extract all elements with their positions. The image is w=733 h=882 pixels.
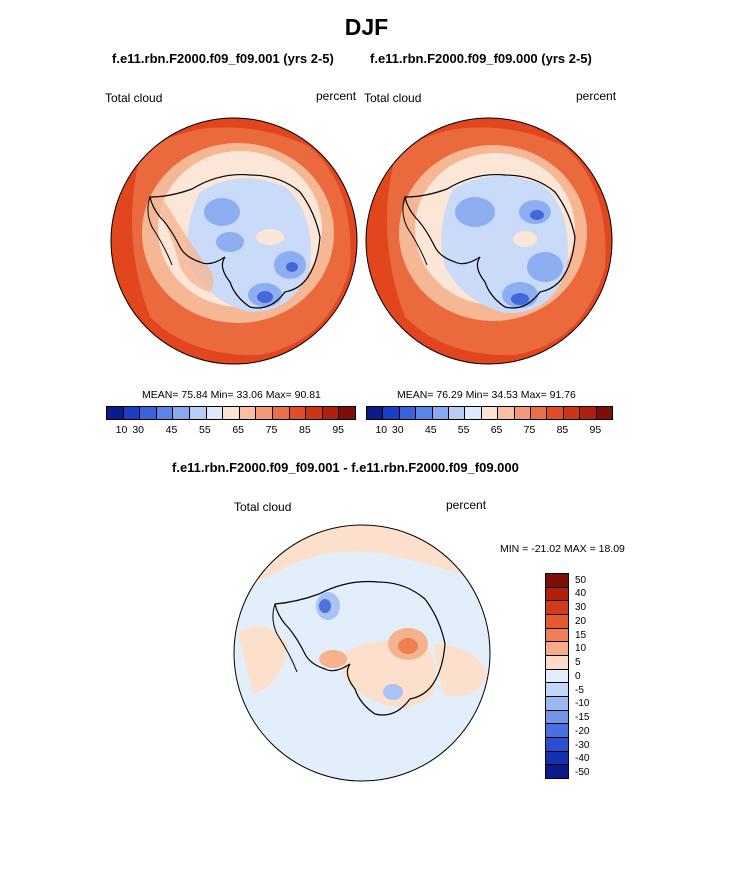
colorbar-swatch (546, 669, 568, 684)
left-polar-map (110, 117, 358, 365)
colorbar-swatch (189, 407, 207, 419)
colorbar-swatch (546, 724, 568, 739)
colorbar-swatch (563, 407, 581, 419)
colorbar-swatch (173, 407, 190, 419)
diff-variable-label: Total cloud (234, 500, 292, 514)
colorbar-swatch (546, 628, 568, 643)
colorbar-tick-label: 95 (589, 424, 602, 436)
right-panel-title: f.e11.rbn.F2000.f09_f09.000 (yrs 2-5) (370, 51, 592, 66)
colorbar-tick-label: 0 (575, 670, 581, 682)
colorbar-tick-label: 10 (375, 424, 388, 436)
colorbar-tick-label: 10 (115, 424, 128, 436)
colorbar-swatch (432, 407, 450, 419)
right-colorbar (366, 406, 613, 420)
colorbar-tick-label: 75 (523, 424, 536, 436)
colorbar-tick-label: -15 (575, 712, 590, 724)
left-colorbar-ticks: 10 30 45 55 65 75 85 95 (106, 424, 356, 438)
colorbar-tick-label: -30 (575, 739, 590, 751)
colorbar-tick-label: 85 (299, 424, 311, 436)
colorbar-swatch (546, 601, 568, 616)
colorbar-tick-label: 5 (575, 657, 581, 669)
colorbar-swatch (322, 407, 340, 419)
colorbar-swatch (339, 407, 355, 419)
colorbar-tick-label: -5 (575, 684, 584, 696)
colorbar-swatch (546, 642, 568, 657)
right-stats: MEAN= 76.29 Min= 34.53 Max= 91.76 (397, 389, 576, 401)
colorbar-swatch (546, 683, 568, 698)
diff-stats: MIN = -21.02 MAX = 18.09 (500, 543, 625, 555)
colorbar-swatch (546, 574, 568, 588)
colorbar-swatch (256, 407, 273, 419)
colorbar-swatch (546, 615, 568, 629)
colorbar-swatch (367, 407, 384, 419)
colorbar-swatch (546, 738, 568, 752)
colorbar-tick-label: -20 (575, 725, 590, 737)
colorbar-swatch (449, 407, 466, 419)
colorbar-tick-label: 20 (575, 615, 587, 627)
colorbar-tick-label: 40 (575, 588, 587, 600)
colorbar-swatch (306, 407, 323, 419)
colorbar-tick-label: 30 (391, 424, 404, 436)
diff-colorbar (545, 573, 569, 779)
colorbar-swatch (546, 587, 568, 602)
colorbar-tick-label: 55 (457, 424, 470, 436)
colorbar-swatch (514, 407, 532, 419)
colorbar-tick-label: -40 (575, 753, 590, 765)
colorbar-tick-label: 15 (575, 629, 587, 641)
left-colorbar (106, 406, 356, 420)
colorbar-tick-label: 55 (199, 424, 211, 436)
colorbar-swatch (223, 407, 240, 419)
colorbar-tick-label: 45 (165, 424, 178, 436)
right-colorbar-ticks: 10 30 45 55 65 75 85 95 (366, 424, 613, 438)
colorbar-swatch (465, 407, 482, 419)
diff-panel-title: f.e11.rbn.F2000.f09_f09.001 - f.e11.rbn.… (172, 460, 519, 475)
diff-units-label: percent (446, 498, 487, 512)
left-units-label: percent (316, 89, 357, 103)
colorbar-swatch (206, 407, 224, 419)
colorbar-swatch (546, 765, 568, 779)
colorbar-tick-label: 30 (132, 424, 145, 436)
colorbar-swatch (596, 407, 613, 419)
colorbar-swatch (416, 407, 433, 419)
colorbar-swatch (107, 407, 124, 419)
colorbar-swatch (546, 710, 568, 725)
colorbar-swatch (123, 407, 141, 419)
colorbar-tick-label: -50 (575, 767, 590, 778)
colorbar-tick-label: 50 (575, 574, 587, 586)
colorbar-swatch (272, 407, 290, 419)
left-stats: MEAN= 75.84 Min= 33.06 Max= 90.81 (142, 389, 321, 401)
colorbar-swatch (531, 407, 548, 419)
colorbar-swatch (156, 407, 174, 419)
colorbar-swatch (546, 697, 568, 711)
colorbar-tick-label: -10 (575, 698, 590, 710)
colorbar-tick-label: 95 (332, 424, 345, 436)
colorbar-swatch (546, 656, 568, 670)
colorbar-swatch (383, 407, 400, 419)
colorbar-swatch (546, 751, 568, 766)
colorbar-swatch (547, 407, 564, 419)
left-panel-title: f.e11.rbn.F2000.f09_f09.001 (yrs 2-5) (112, 51, 334, 66)
right-variable-label: Total cloud (364, 91, 422, 105)
colorbar-tick-label: 10 (575, 643, 587, 655)
colorbar-tick-label: 30 (575, 602, 587, 614)
colorbar-swatch (481, 407, 499, 419)
colorbar-tick-label: 75 (265, 424, 278, 436)
colorbar-tick-label: 65 (232, 424, 245, 436)
colorbar-swatch (399, 407, 417, 419)
diff-polar-map (233, 524, 491, 782)
colorbar-tick-label: 65 (490, 424, 503, 436)
colorbar-swatch (239, 407, 257, 419)
colorbar-tick-label: 85 (556, 424, 569, 436)
colorbar-swatch (140, 407, 157, 419)
colorbar-swatch (498, 407, 515, 419)
colorbar-swatch (289, 407, 307, 419)
colorbar-swatch (580, 407, 597, 419)
right-units-label: percent (576, 89, 617, 103)
colorbar-tick-label: 45 (424, 424, 437, 436)
left-variable-label: Total cloud (105, 91, 163, 105)
right-polar-map (365, 117, 613, 365)
figure-title: DJF (344, 14, 389, 40)
